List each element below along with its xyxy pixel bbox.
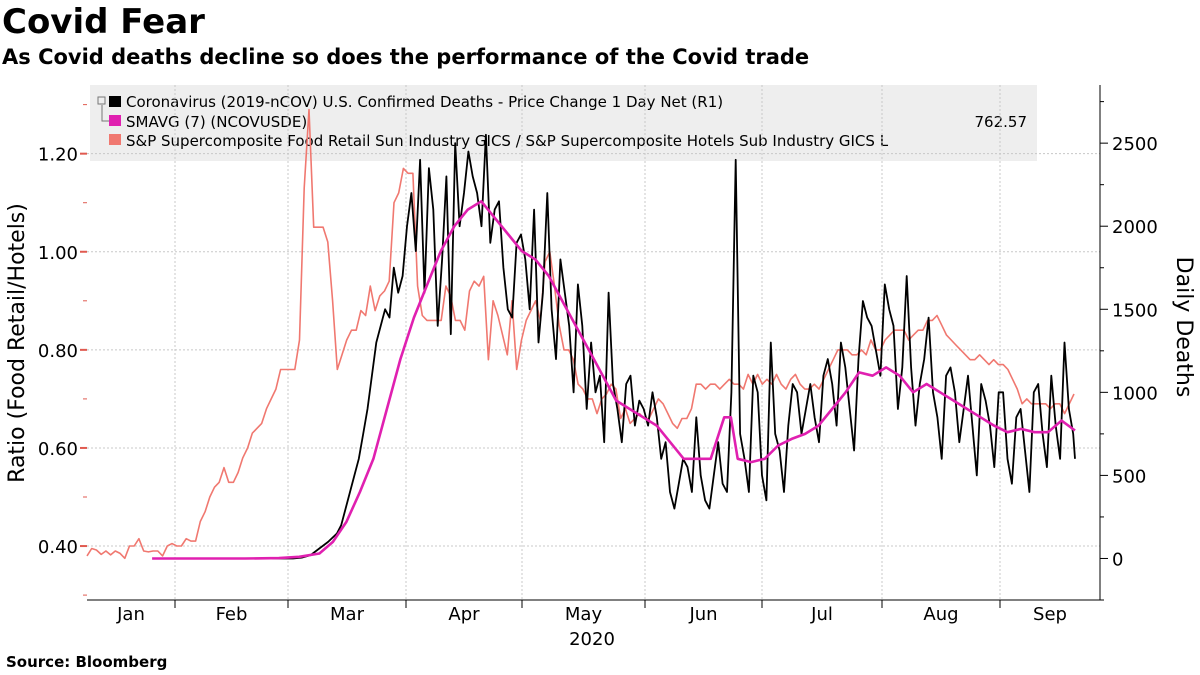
right-y-ticks: 0 500 1000 1500 2000 2500: [1100, 101, 1158, 601]
legend-collapse-icon[interactable]: [97, 96, 106, 105]
series-line-smavg: [152, 200, 1076, 560]
right-tick-label: 0: [1112, 549, 1123, 570]
left-y-ticks: 0.40 0.60 0.80 1.00 1.20: [38, 104, 87, 596]
legend: Coronavirus (2019-nCOV) U.S. Confirmed D…: [97, 93, 1028, 150]
x-tick-label: Feb: [216, 604, 248, 625]
source-note: Source: Bloomberg: [6, 653, 168, 671]
legend-value-smavg: 762.57: [975, 113, 1028, 131]
right-tick-label: 2000: [1112, 217, 1158, 238]
series-line-deaths: [154, 133, 1076, 560]
left-tick-label: 0.60: [38, 439, 78, 460]
legend-label-deaths: Coronavirus (2019-nCOV) U.S. Confirmed D…: [126, 93, 723, 111]
series-layer: [86, 108, 1076, 560]
chart-title: Covid Fear: [2, 2, 205, 42]
right-tick-label: 1000: [1112, 383, 1158, 404]
legend-swatch-deaths: [109, 96, 121, 107]
right-axis-label: Daily Deaths: [1171, 257, 1196, 398]
left-tick-label: 1.20: [38, 145, 78, 166]
legend-background: [90, 85, 1037, 161]
right-tick-label: 500: [1112, 466, 1146, 487]
grid: [87, 85, 1100, 600]
x-tick-label: Jan: [116, 604, 145, 625]
x-tick-label: Jun: [688, 604, 717, 625]
left-tick-label: 1.00: [38, 243, 78, 264]
x-tick-label: Apr: [448, 604, 480, 625]
x-tick-label: Sep: [1033, 604, 1067, 625]
right-tick-label: 1500: [1112, 300, 1158, 321]
left-axis-label: Ratio (Food Retail/Hotels): [5, 203, 30, 483]
right-tick-label: 2500: [1112, 134, 1158, 155]
x-tick-label: Jul: [810, 604, 833, 625]
x-tick-label: Aug: [923, 604, 958, 625]
x-tick-label: Mar: [330, 604, 365, 625]
left-tick-label: 0.40: [38, 537, 78, 558]
legend-label-smavg: SMAVG (7) (NCOVUSDE): [126, 113, 307, 131]
legend-label-ratio: S&P Supercomposite Food Retail Sun Indus…: [126, 132, 889, 150]
left-tick-label: 0.80: [38, 341, 78, 362]
x-tick-label: May: [565, 604, 603, 625]
legend-tree-line-icon: [101, 105, 112, 122]
chart-subtitle: As Covid deaths decline so does the perf…: [2, 45, 810, 69]
legend-swatch-ratio: [109, 134, 121, 145]
x-year-label: 2020: [569, 629, 615, 650]
x-ticks: Jan Feb Mar Apr May Jun Jul Aug Sep: [116, 600, 1067, 625]
legend-swatch-smavg: [109, 115, 121, 126]
